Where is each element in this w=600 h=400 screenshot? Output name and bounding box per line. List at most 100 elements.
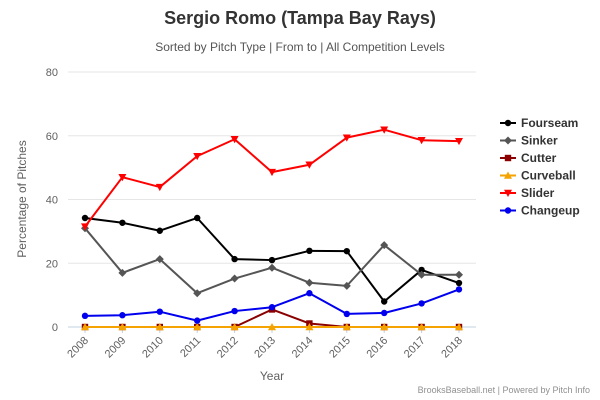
legend-label-sinker: Sinker	[521, 134, 558, 148]
data-point-changeup	[418, 300, 425, 307]
y-axis-label: Percentage of Pitches	[15, 140, 29, 257]
data-point-sinker	[268, 263, 276, 272]
data-point-curveball	[268, 323, 276, 331]
x-tick-label: 2018	[439, 335, 465, 361]
data-point-changeup	[81, 312, 89, 320]
legend: Fourseam Sinker Cutter Curveball Slider Chang…	[500, 116, 580, 218]
data-point-slider	[230, 136, 239, 144]
legend-item-curveball: Curveball	[500, 169, 576, 183]
data-point-changeup	[119, 312, 126, 319]
chart-title: Sergio Romo (Tampa Bay Rays)	[164, 8, 436, 28]
data-point-changeup	[156, 308, 163, 315]
legend-marker-curveball	[504, 171, 512, 179]
legend-label-fourseam: Fourseam	[521, 116, 578, 130]
y-tick-label: 20	[46, 258, 58, 270]
legend-label-changeup: Changeup	[521, 204, 580, 218]
data-point-sinker	[455, 270, 463, 279]
data-point-fourseam	[343, 247, 350, 255]
x-tick-label: 2010	[140, 335, 166, 361]
data-point-curveball	[342, 323, 351, 331]
legend-marker-changeup	[504, 207, 512, 214]
x-tick-label: 2016	[365, 335, 391, 361]
data-point-sinker	[193, 289, 202, 298]
series-line-slider	[84, 128, 460, 228]
legend-marker-sinker	[504, 136, 512, 145]
data-point-slider	[305, 161, 314, 169]
data-point-slider	[193, 152, 202, 161]
series-fourseam	[81, 214, 463, 305]
x-tick-label: 2015	[327, 335, 353, 361]
data-point-changeup	[455, 286, 463, 293]
x-tick-label: 2014	[290, 335, 316, 361]
data-point-slider	[118, 173, 127, 182]
data-point-fourseam	[268, 256, 276, 264]
legend-item-fourseam: Fourseam	[500, 116, 578, 130]
data-point-sinker	[417, 270, 426, 279]
data-point-curveball	[305, 323, 314, 331]
series-lines	[81, 126, 463, 331]
gridlines	[68, 71, 476, 328]
legend-label-curveball: Curveball	[521, 169, 576, 183]
data-point-curveball	[417, 323, 426, 331]
series-slider	[81, 126, 463, 231]
y-tick-label: 80	[46, 67, 58, 79]
legend-marker-fourseam	[504, 119, 512, 127]
data-point-changeup	[231, 307, 238, 315]
data-point-curveball	[230, 323, 239, 331]
data-point-curveball	[193, 323, 202, 331]
x-axis-label: Year	[260, 369, 284, 383]
data-point-fourseam	[119, 219, 126, 226]
data-point-changeup	[194, 317, 201, 324]
data-point-slider	[380, 126, 389, 134]
data-point-fourseam	[156, 227, 163, 234]
series-curveball	[81, 323, 463, 331]
data-point-changeup	[306, 290, 313, 297]
data-point-fourseam	[306, 247, 313, 255]
data-point-sinker	[305, 278, 314, 287]
data-point-curveball	[455, 323, 463, 331]
legend-item-slider: Slider	[500, 186, 555, 200]
legend-label-cutter: Cutter	[521, 151, 557, 165]
x-tick-label: 2013	[252, 335, 278, 361]
x-tick-label: 2012	[215, 335, 241, 361]
legend-item-changeup: Changeup	[500, 204, 580, 218]
data-point-fourseam	[81, 214, 89, 222]
y-tick-label: 60	[46, 131, 58, 143]
data-point-slider	[417, 137, 426, 145]
data-point-slider	[155, 183, 164, 192]
data-point-slider	[455, 137, 463, 146]
credit-text: BrooksBaseball.net | Powered by Pitch In…	[418, 385, 590, 395]
data-point-changeup	[381, 309, 388, 317]
legend-marker-cutter	[504, 154, 512, 162]
data-point-slider	[268, 168, 276, 177]
data-point-fourseam	[194, 214, 201, 222]
data-point-curveball	[118, 323, 127, 331]
data-point-changeup	[268, 304, 276, 311]
x-tick-label: 2011	[178, 335, 203, 360]
data-point-fourseam	[418, 266, 425, 274]
data-point-slider	[81, 223, 89, 231]
y-tick-label: 40	[46, 195, 58, 207]
legend-item-sinker: Sinker	[500, 134, 558, 148]
data-point-fourseam	[381, 298, 388, 305]
data-point-sinker	[155, 255, 164, 264]
x-tick-label: 2009	[103, 335, 129, 361]
data-point-changeup	[343, 310, 350, 318]
data-point-sinker	[342, 281, 351, 290]
data-point-curveball	[81, 323, 89, 331]
x-tick-label: 2008	[65, 335, 91, 361]
data-point-fourseam	[455, 279, 463, 287]
data-point-slider	[342, 134, 351, 142]
legend-item-cutter: Cutter	[500, 151, 557, 165]
data-point-fourseam	[231, 255, 238, 263]
data-point-curveball	[380, 323, 389, 331]
x-tick-label: 2017	[402, 335, 428, 361]
chart-subtitle: Sorted by Pitch Type | From to | All Com…	[155, 40, 444, 54]
legend-label-slider: Slider	[521, 186, 555, 200]
legend-marker-slider	[504, 189, 512, 197]
data-point-sinker	[380, 241, 389, 250]
series-changeup	[81, 286, 463, 324]
y-tick-label: 0	[52, 322, 58, 334]
data-point-curveball	[155, 323, 164, 331]
